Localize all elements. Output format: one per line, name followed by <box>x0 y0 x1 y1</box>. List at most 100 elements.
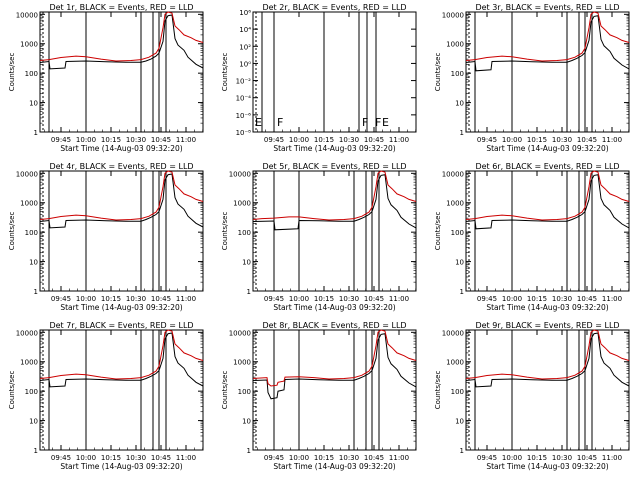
x-tick-label: 10:00 <box>289 136 309 144</box>
y-tick-label: 100 <box>451 388 464 396</box>
x-tick-label: 10:15 <box>527 295 547 303</box>
x-tick-label: 10:45 <box>151 454 171 462</box>
panel-title: Det 1r, BLACK = Events, RED = LLD <box>49 3 193 12</box>
x-tick-label: 10:30 <box>339 454 359 462</box>
y-tick-label: 100 <box>451 70 464 78</box>
y-tick-label: 100 <box>25 70 38 78</box>
y-axis-label: Counts/sec <box>8 53 16 92</box>
y-tick-label: 10⁻² <box>236 78 252 86</box>
series-events-line <box>252 333 417 400</box>
y-tick-label: 10⁶ <box>239 9 251 17</box>
x-tick-label: 10:45 <box>577 136 597 144</box>
x-tick-label: 10:00 <box>289 454 309 462</box>
x-tick-label: 09:45 <box>477 454 497 462</box>
y-axis-label: Counts/sec <box>221 212 229 251</box>
plot-frame <box>465 329 630 451</box>
y-tick-label: 10 <box>29 259 38 267</box>
y-tick-label: 10² <box>239 43 251 51</box>
x-tick-label: 10:30 <box>552 454 572 462</box>
y-tick-label: 1 <box>34 129 38 137</box>
series-lld-line <box>465 11 630 62</box>
plot-frame <box>252 329 417 451</box>
x-tick-label: 10:15 <box>101 295 121 303</box>
x-axis-label: Start Time (14-Aug-03 09:32:20) <box>486 144 608 153</box>
y-tick-label: 1000 <box>446 200 464 208</box>
x-tick-label: 11:00 <box>602 136 622 144</box>
detector-panel-6: Det 6r, BLACK = Events, RED = LLD 1 10 100 1… <box>434 162 630 312</box>
x-tick-label: 10:00 <box>76 136 96 144</box>
x-tick-label: 09:45 <box>264 295 284 303</box>
panel-title: Det 3r, BLACK = Events, RED = LLD <box>475 3 619 12</box>
series-events-line <box>465 332 630 388</box>
y-tick-label: 10 <box>455 418 464 426</box>
plot-frame <box>465 11 630 133</box>
series-events-line <box>39 173 204 229</box>
x-tick-label: 09:45 <box>51 136 71 144</box>
x-tick-label: 09:45 <box>51 295 71 303</box>
y-tick-label: 10 <box>29 418 38 426</box>
x-tick-label: 09:45 <box>477 136 497 144</box>
y-axis-label: Counts/sec <box>434 212 442 251</box>
flag-label: E <box>255 116 262 129</box>
panel-title: Det 8r, BLACK = Events, RED = LLD <box>262 321 406 330</box>
x-axis-label: Start Time (14-Aug-03 09:32:20) <box>60 144 182 153</box>
plot-frame <box>465 170 630 292</box>
x-tick-label: 10:00 <box>502 136 522 144</box>
series-events-line <box>252 174 417 231</box>
plot-frame <box>252 11 417 133</box>
panel-title: Det 6r, BLACK = Events, RED = LLD <box>475 162 619 171</box>
x-tick-label: 10:45 <box>577 295 597 303</box>
y-tick-label: 1000 <box>20 359 38 367</box>
x-tick-label: 10:45 <box>577 454 597 462</box>
y-tick-label: 1 <box>34 288 38 296</box>
y-tick-label: 10 <box>242 259 251 267</box>
y-tick-label: 10⁻⁸ <box>236 129 252 137</box>
series-events-line <box>465 15 630 72</box>
x-tick-label: 09:45 <box>264 136 284 144</box>
x-tick-label: 10:45 <box>151 136 171 144</box>
x-tick-label: 10:45 <box>364 136 384 144</box>
x-tick-label: 10:45 <box>364 295 384 303</box>
y-tick-label: 10⁴ <box>239 26 251 34</box>
y-tick-label: 10 <box>29 100 38 108</box>
y-tick-label: 1 <box>247 447 251 455</box>
x-axis-label: Start Time (14-Aug-03 09:32:20) <box>60 462 182 471</box>
flag-label: F <box>362 116 368 129</box>
x-axis-label: Start Time (14-Aug-03 09:32:20) <box>60 303 182 312</box>
flag-label: E <box>382 116 389 129</box>
y-axis-label: Counts/sec <box>434 53 442 92</box>
series-events-line <box>39 332 204 388</box>
x-tick-label: 11:00 <box>389 454 409 462</box>
x-tick-label: 11:00 <box>176 454 196 462</box>
y-tick-label: 10000 <box>442 11 464 19</box>
y-tick-label: 100 <box>238 388 251 396</box>
y-tick-label: 1 <box>247 288 251 296</box>
y-axis-label: Counts/sec <box>221 371 229 410</box>
y-tick-label: 1000 <box>446 359 464 367</box>
series-lld-line <box>252 329 417 387</box>
y-tick-label: 10000 <box>16 11 38 19</box>
x-tick-label: 10:30 <box>339 136 359 144</box>
y-tick-label: 1 <box>34 447 38 455</box>
x-tick-label: 11:00 <box>389 295 409 303</box>
x-tick-label: 11:00 <box>176 136 196 144</box>
x-axis-label: Start Time (14-Aug-03 09:32:20) <box>273 462 395 471</box>
y-tick-label: 1000 <box>20 200 38 208</box>
y-tick-label: 100 <box>451 229 464 237</box>
y-tick-label: 1 <box>460 447 464 455</box>
y-tick-label: 10⁻⁴ <box>236 95 252 103</box>
x-axis-label: Start Time (14-Aug-03 09:32:20) <box>273 144 395 153</box>
x-axis-label: Start Time (14-Aug-03 09:32:20) <box>486 303 608 312</box>
detector-panel-1: Det 1r, BLACK = Events, RED = LLD 1 10 100 1… <box>8 3 204 153</box>
y-tick-label: 10⁻⁶ <box>236 112 252 120</box>
x-tick-label: 11:00 <box>602 295 622 303</box>
x-tick-label: 11:00 <box>602 454 622 462</box>
series-events-line <box>465 174 630 230</box>
y-tick-label: 10000 <box>442 170 464 178</box>
y-tick-label: 1 <box>460 129 464 137</box>
series-lld-line <box>465 170 630 221</box>
y-tick-label: 10000 <box>229 329 251 337</box>
y-tick-label: 10 <box>455 100 464 108</box>
panel-title: Det 9r, BLACK = Events, RED = LLD <box>475 321 619 330</box>
x-tick-label: 10:00 <box>502 295 522 303</box>
